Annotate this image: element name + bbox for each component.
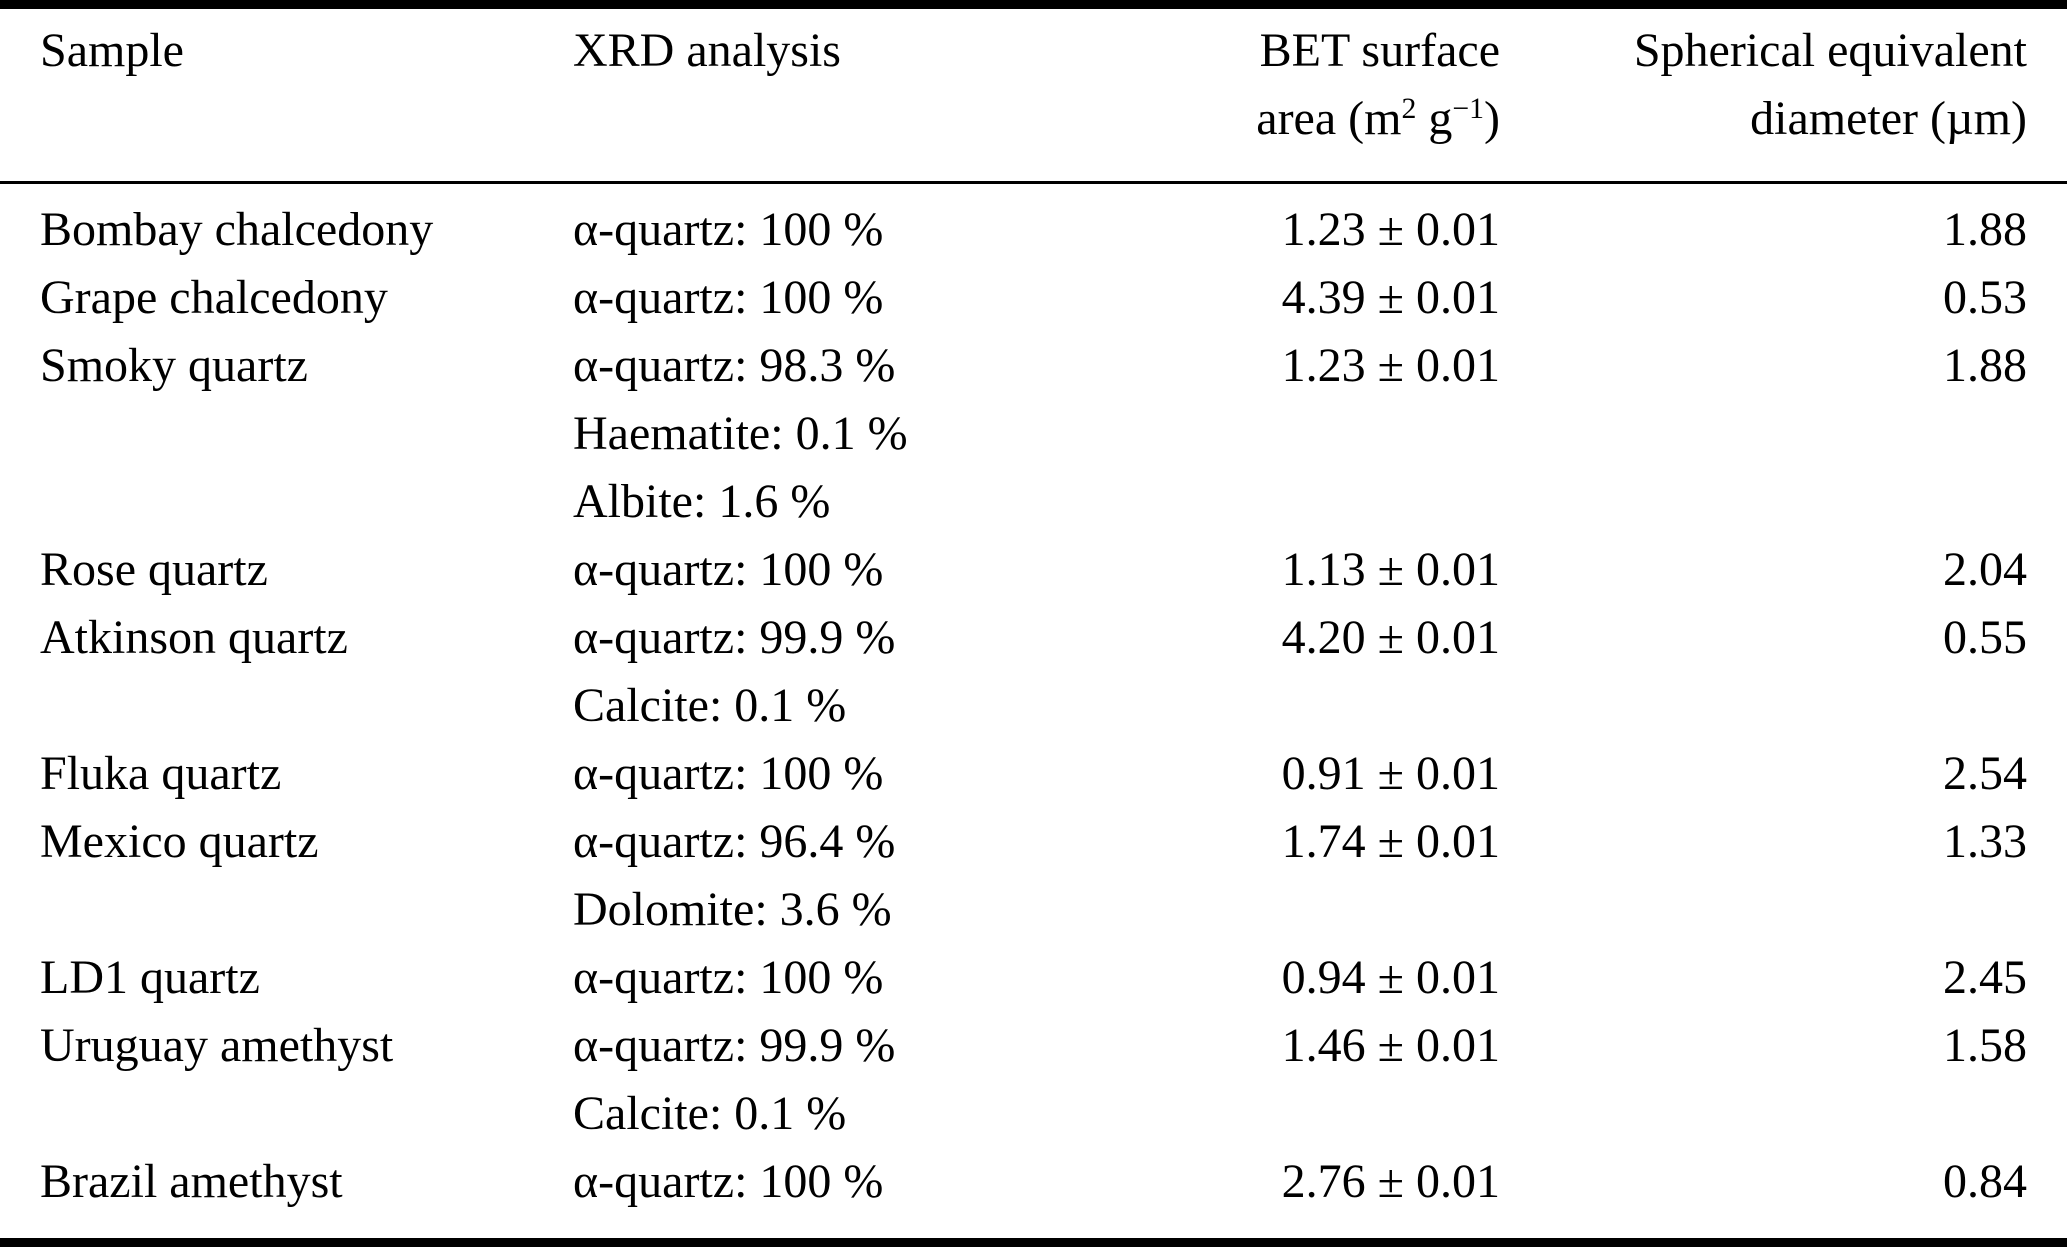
cell-sample: Brazil amethyst	[40, 1155, 343, 1208]
table-header: Sample XRD analysis BET surface area (m2…	[0, 4, 2067, 184]
table-row-uruguay-amethyst: Uruguay amethyst α-quartz: 99.9 % Calcit…	[0, 1012, 2067, 1148]
cell-diameter: 2.04	[1943, 543, 2027, 596]
bet-header-unit-line: area (m2 g−1)	[1150, 85, 1500, 153]
cell-diameter: 2.45	[1943, 951, 2027, 1004]
table-row-bombay-chalcedony: Bombay chalcedony α-quartz: 100 % 1.23 ±…	[0, 183, 2067, 265]
table-row-fluka-quartz: Fluka quartz α-quartz: 100 % 0.91 ± 0.01…	[0, 740, 2067, 808]
table-row-smoky-quartz: Smoky quartz α-quartz: 98.3 % Haematite:…	[0, 332, 2067, 536]
cell-xrd: α-quartz: 100 %	[573, 183, 1150, 265]
col-header-spherical-diameter: Spherical equivalent diameter (µm)	[1500, 4, 2067, 184]
cell-bet: 1.46 ± 0.01	[1281, 1019, 1500, 1072]
xrd-line: α-quartz: 100 %	[573, 1155, 884, 1208]
cell-diameter: 1.33	[1943, 815, 2027, 868]
cell-sample: Grape chalcedony	[40, 271, 388, 324]
xrd-line: Calcite: 0.1 %	[573, 679, 847, 732]
cell-sample: Atkinson quartz	[40, 611, 348, 664]
cell-sample: Fluka quartz	[40, 747, 282, 800]
cell-xrd: α-quartz: 100 %	[573, 536, 1150, 604]
bet-unit-mid: g	[1416, 92, 1453, 145]
cell-bet: 1.74 ± 0.01	[1281, 815, 1500, 868]
cell-bet: 0.94 ± 0.01	[1281, 951, 1500, 1004]
bet-unit-sup-2: 2	[1401, 91, 1417, 125]
diameter-header-line2: diameter (µm)	[1750, 92, 2027, 145]
table-row-grape-chalcedony: Grape chalcedony α-quartz: 100 % 4.39 ± …	[0, 264, 2067, 332]
xrd-line: Albite: 1.6 %	[573, 475, 831, 528]
cell-sample: Smoky quartz	[40, 339, 308, 392]
col-header-xrd-analysis: XRD analysis	[573, 4, 1150, 184]
table-body: Bombay chalcedony α-quartz: 100 % 1.23 ±…	[0, 183, 2067, 1243]
xrd-line: α-quartz: 98.3 %	[573, 339, 896, 392]
cell-xrd: α-quartz: 96.4 % Dolomite: 3.6 %	[573, 808, 1150, 944]
bet-header-line1: BET surface	[1259, 24, 1500, 77]
col-header-bet-surface-area: BET surface area (m2 g−1)	[1150, 4, 1500, 184]
diameter-header-line1: Spherical equivalent	[1633, 24, 2027, 77]
cell-bet: 1.23 ± 0.01	[1281, 339, 1500, 392]
cell-bet: 4.39 ± 0.01	[1281, 271, 1500, 324]
bet-unit-pre: area (m	[1256, 92, 1402, 145]
cell-bet: 1.13 ± 0.01	[1281, 543, 1500, 596]
cell-bet: 1.23 ± 0.01	[1281, 203, 1500, 256]
cell-sample: LD1 quartz	[40, 951, 260, 1004]
table-row-ld1-quartz: LD1 quartz α-quartz: 100 % 0.94 ± 0.01 2…	[0, 944, 2067, 1012]
cell-diameter: 1.88	[1943, 203, 2027, 256]
cell-xrd: α-quartz: 100 %	[573, 944, 1150, 1012]
xrd-line: α-quartz: 99.9 %	[573, 611, 896, 664]
table-row-rose-quartz: Rose quartz α-quartz: 100 % 1.13 ± 0.01 …	[0, 536, 2067, 604]
xrd-line: α-quartz: 100 %	[573, 747, 884, 800]
xrd-line: Dolomite: 3.6 %	[573, 883, 892, 936]
cell-diameter: 1.58	[1943, 1019, 2027, 1072]
xrd-line: α-quartz: 100 %	[573, 271, 884, 324]
xrd-line: Calcite: 0.1 %	[573, 1087, 847, 1140]
cell-bet: 2.76 ± 0.01	[1281, 1155, 1500, 1208]
xrd-line: α-quartz: 100 %	[573, 543, 884, 596]
xrd-line: Haematite: 0.1 %	[573, 407, 908, 460]
cell-diameter: 0.55	[1943, 611, 2027, 664]
xrd-line: α-quartz: 96.4 %	[573, 815, 896, 868]
cell-diameter: 0.53	[1943, 271, 2027, 324]
table-header-row: Sample XRD analysis BET surface area (m2…	[0, 4, 2067, 184]
cell-xrd: α-quartz: 100 %	[573, 264, 1150, 332]
cell-sample: Bombay chalcedony	[40, 203, 434, 256]
cell-xrd: α-quartz: 98.3 % Haematite: 0.1 % Albite…	[573, 332, 1150, 536]
table-row-brazil-amethyst: Brazil amethyst α-quartz: 100 % 2.76 ± 0…	[0, 1148, 2067, 1243]
cell-diameter: 0.84	[1943, 1155, 2027, 1208]
table-row-mexico-quartz: Mexico quartz α-quartz: 96.4 % Dolomite:…	[0, 808, 2067, 944]
col-header-sample: Sample	[0, 4, 573, 184]
cell-sample: Mexico quartz	[40, 815, 319, 868]
cell-sample: Rose quartz	[40, 543, 268, 596]
xrd-line: α-quartz: 100 %	[573, 951, 884, 1004]
cell-diameter: 2.54	[1943, 747, 2027, 800]
cell-xrd: α-quartz: 100 %	[573, 1148, 1150, 1243]
xrd-line: α-quartz: 100 %	[573, 203, 884, 256]
xrd-line: α-quartz: 99.9 %	[573, 1019, 896, 1072]
cell-xrd: α-quartz: 99.9 % Calcite: 0.1 %	[573, 604, 1150, 740]
cell-sample: Uruguay amethyst	[40, 1019, 394, 1072]
cell-bet: 4.20 ± 0.01	[1281, 611, 1500, 664]
bet-unit-post: )	[1484, 92, 1500, 145]
table-row-atkinson-quartz: Atkinson quartz α-quartz: 99.9 % Calcite…	[0, 604, 2067, 740]
cell-diameter: 1.88	[1943, 339, 2027, 392]
cell-xrd: α-quartz: 100 %	[573, 740, 1150, 808]
bet-unit-sup-minus1: −1	[1452, 91, 1485, 125]
cell-bet: 0.91 ± 0.01	[1281, 747, 1500, 800]
cell-xrd: α-quartz: 99.9 % Calcite: 0.1 %	[573, 1012, 1150, 1148]
